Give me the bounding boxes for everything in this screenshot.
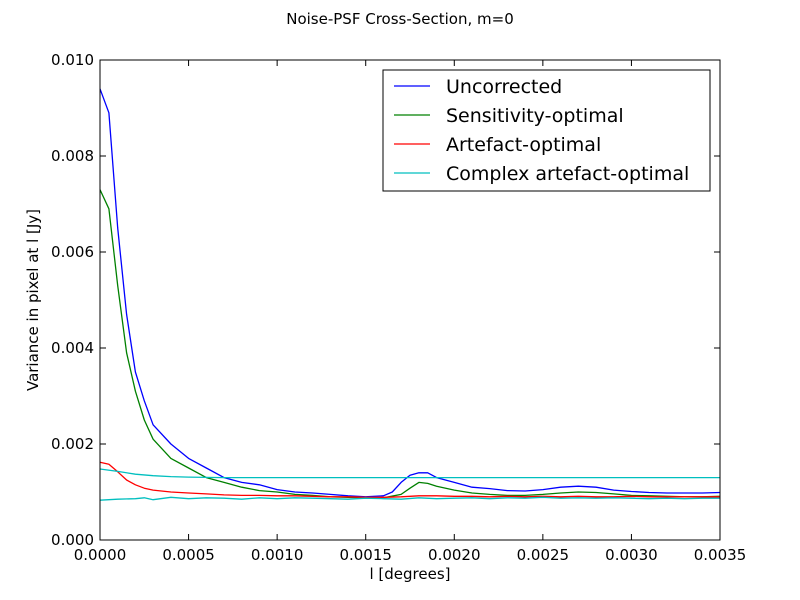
x-tick-label: 0.0020	[428, 546, 481, 564]
x-axis: 0.0000 0.0005 0.0010 0.0015 0.0020 0.0025 0.00…	[74, 60, 747, 564]
legend-label: Complex artefact-optimal	[446, 163, 689, 185]
y-tick-label: 0.008	[51, 147, 94, 165]
x-tick-label: 0.0025	[517, 546, 570, 564]
series-line-2	[99, 461, 720, 498]
x-tick-label: 0.0010	[251, 546, 304, 564]
y-tick-label: 0.006	[51, 243, 94, 261]
y-tick-label: 0.002	[51, 435, 94, 453]
plot-area	[99, 88, 721, 501]
x-tick-label: 0.0035	[694, 546, 747, 564]
x-tick-label: 0.0030	[605, 546, 658, 564]
x-tick-label: 0.0015	[339, 546, 392, 564]
x-axis-label: l [degrees]	[369, 565, 450, 583]
legend-box	[382, 69, 711, 192]
series-line-0	[99, 88, 721, 498]
series-line-3	[99, 468, 720, 479]
series-line-4	[99, 496, 720, 501]
legend: Uncorrected Sensitivity-optimal Artefact-o…	[382, 69, 711, 192]
y-axis: 0.000 0.002 0.004 0.006 0.008 0.010	[51, 51, 720, 549]
legend-label: Sensitivity-optimal	[446, 105, 624, 127]
legend-label: Uncorrected	[446, 76, 562, 98]
y-tick-label: 0.010	[51, 51, 94, 69]
x-tick-label: 0.0005	[162, 546, 215, 564]
y-tick-label: 0.004	[51, 339, 94, 357]
plot-frame	[99, 59, 721, 541]
chart-title: Noise-PSF Cross-Section, m=0	[286, 10, 514, 28]
legend-label: Artefact-optimal	[446, 134, 601, 156]
y-axis-label: Variance in pixel at l [Jy]	[24, 209, 42, 391]
series-line-1	[99, 189, 721, 499]
y-tick-label: 0.000	[51, 531, 94, 549]
x-tick-label: 0.0000	[74, 546, 127, 564]
